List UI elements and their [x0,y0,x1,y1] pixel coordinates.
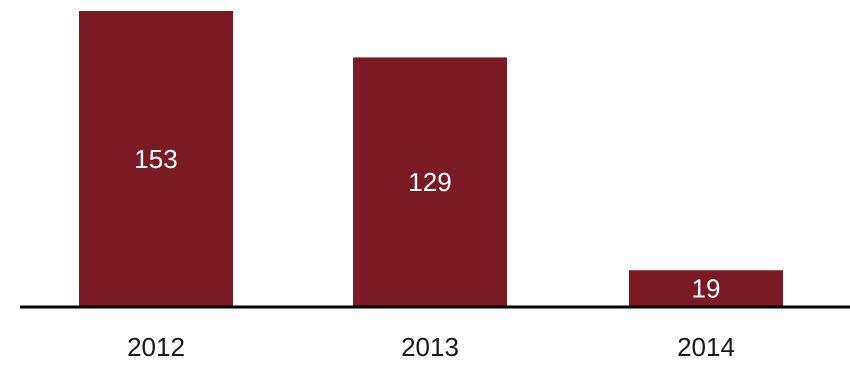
x-tick-label: 2012 [127,332,185,362]
bar-value-label: 129 [408,167,451,197]
bar-2012 [79,11,233,307]
labels-layer: 153 2012 129 2013 19 2014 [127,144,735,362]
bars-layer [79,11,783,308]
bar-value-label: 19 [692,274,721,304]
bar-2014 [629,270,783,307]
x-tick-label: 2013 [401,332,459,362]
bar-2013 [353,57,507,308]
bar-value-label: 153 [134,144,177,174]
x-tick-label: 2014 [677,332,735,362]
